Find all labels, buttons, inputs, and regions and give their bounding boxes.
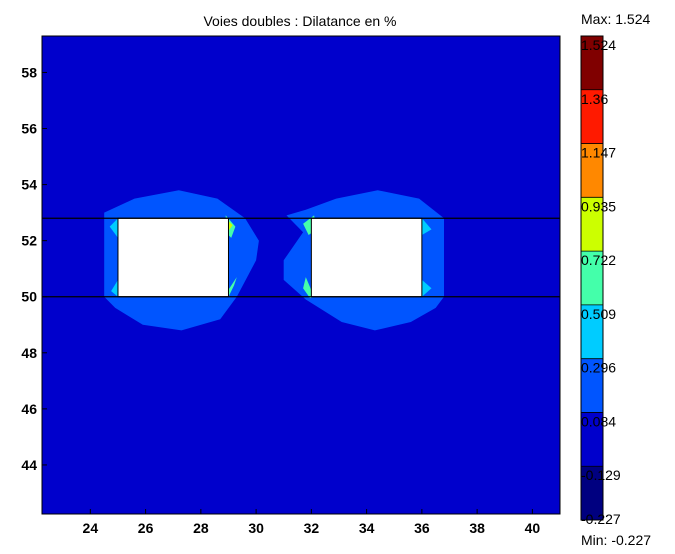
colorbar-max-label: Max: 1.524 xyxy=(581,11,650,27)
y-tick-label: 54 xyxy=(21,177,37,193)
colorbar-segment xyxy=(581,197,603,252)
y-tick-label: 50 xyxy=(21,289,37,305)
contour-zone-7 xyxy=(109,218,118,238)
colorbar-level-label: -0.227 xyxy=(581,511,621,527)
colorbar-segment xyxy=(581,466,603,521)
contour-zone-10 xyxy=(421,279,432,297)
x-tick-label: 36 xyxy=(414,520,430,536)
y-tick-label: 44 xyxy=(21,457,37,473)
colorbar-segment xyxy=(581,89,603,145)
y-tick-label: 48 xyxy=(21,345,37,361)
x-tick-label: 26 xyxy=(138,520,154,536)
x-axis: 24 26 28 30 32 34 36 38 40 xyxy=(83,509,541,536)
colorbar-level-label: 0.509 xyxy=(581,306,616,322)
plot-frame xyxy=(41,35,561,515)
x-tick-label: 40 xyxy=(525,520,541,536)
x-tick-label: 38 xyxy=(469,520,485,536)
y-tick-label: 46 xyxy=(21,401,37,417)
y-tick-label: 52 xyxy=(21,233,37,249)
colorbar-level-label: 1.524 xyxy=(581,37,616,53)
x-tick-label: 32 xyxy=(304,520,320,536)
colorbar-level-label: 1.147 xyxy=(581,145,616,161)
colorbar-level-label: 0.722 xyxy=(581,252,616,268)
colorbar-level-label: -0.129 xyxy=(581,467,621,483)
contour-zone-9 xyxy=(421,218,432,235)
colorbar-segment xyxy=(581,304,603,360)
colorbar-segment xyxy=(581,412,603,467)
contour-zone-8 xyxy=(111,279,118,297)
colorbar-segment xyxy=(581,143,603,198)
x-tick-label: 24 xyxy=(83,520,99,536)
x-tick-label: 34 xyxy=(359,520,375,536)
opening-2 xyxy=(310,217,423,298)
boundary-lines xyxy=(42,217,560,298)
x-tick-label: 28 xyxy=(193,520,209,536)
y-tick-label: 56 xyxy=(21,121,37,137)
colorbar-segment xyxy=(581,36,603,91)
x-tick-label: 30 xyxy=(248,520,264,536)
colorbar-level-label: 1.36 xyxy=(581,91,608,107)
colorbar-min-label: Min: -0.227 xyxy=(581,532,651,548)
y-axis: 44 46 48 50 52 54 56 58 xyxy=(21,64,47,473)
colorbar-level-label: 0.084 xyxy=(581,413,616,429)
colorbar-segment xyxy=(581,251,603,306)
colorbar: Max: 1.524 Min: -0.227 1.524 1.36 1.147 0.9… xyxy=(580,11,651,548)
chart-title: Voies doubles : Dilatance en % xyxy=(203,13,396,29)
colorbar-segment xyxy=(581,358,603,413)
opening-1 xyxy=(117,217,229,298)
colorbar-level-label: 0.296 xyxy=(581,360,616,376)
colorbar-level-label: 0.935 xyxy=(581,198,616,214)
y-tick-label: 58 xyxy=(21,64,37,80)
